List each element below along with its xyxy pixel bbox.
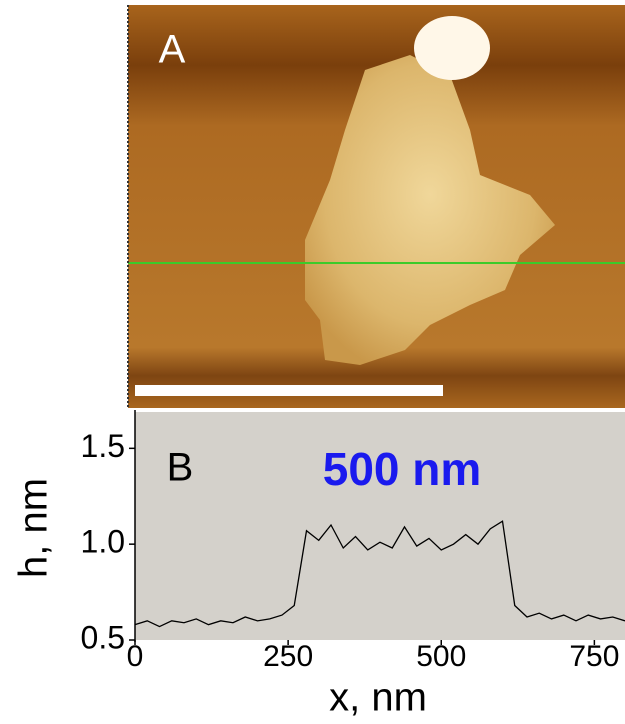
plot: [134, 520, 625, 628]
profile-line: [134, 520, 625, 628]
panel-label: B: [167, 446, 194, 490]
particle: [414, 16, 490, 80]
flake: [305, 55, 555, 365]
plot-background: [135, 412, 625, 640]
x-tick-label: 250: [263, 640, 313, 673]
scale-bar-label: 500 nm: [323, 443, 482, 495]
afm-image: A: [127, 5, 625, 408]
x-axis-label: x, nm: [329, 676, 427, 720]
y-tick-label: 1.5: [81, 428, 125, 464]
scale-bar: [135, 385, 443, 396]
x-tick-label: 750: [569, 640, 619, 673]
panel-label: A: [159, 28, 186, 72]
y-tick-label: 0.5: [81, 619, 125, 655]
y-axis-label: h, nm: [12, 478, 56, 578]
x-tick-label: 500: [416, 640, 466, 673]
x-tick-label: 0: [127, 640, 144, 673]
y-tick-label: 1.0: [81, 524, 125, 560]
